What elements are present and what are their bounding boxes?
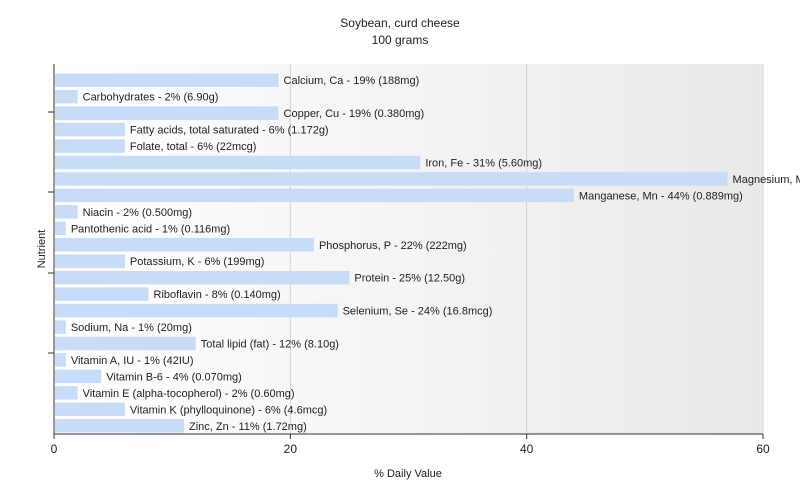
bar-label: Selenium, Se - 24% (16.8mcg) xyxy=(343,306,493,318)
bar-protein xyxy=(55,270,350,285)
bar-calcium-ca xyxy=(55,73,279,87)
bar-label: Pantothenic acid - 1% (0.116mg) xyxy=(71,223,230,235)
bar-label: Sodium, Na - 1% (20mg) xyxy=(71,322,192,334)
bar-vitamin-k-phylloquinone xyxy=(55,402,125,417)
bar-label: Folate, total - 6% (22mcg) xyxy=(130,141,257,153)
bar-selenium-se xyxy=(55,303,338,318)
bar-label: Vitamin B-6 - 4% (0.070mg) xyxy=(106,371,242,383)
bar-riboflavin xyxy=(55,287,149,301)
x-axis-label: % Daily Value xyxy=(374,468,442,480)
chart-title: Soybean, curd cheese xyxy=(340,16,460,30)
bar-phosphorus-p xyxy=(55,238,314,252)
bar-total-lipid-fat xyxy=(55,336,196,351)
bar-label: Niacin - 2% (0.500mg) xyxy=(83,207,192,219)
x-tick-label: 0 xyxy=(51,442,58,456)
bar-label: Total lipid (fat) - 12% (8.10g) xyxy=(201,339,339,351)
bar-label: Magnesium, Mg - 57% (228mg) xyxy=(733,174,800,186)
bar-label: Potassium, K - 6% (199mg) xyxy=(130,256,265,268)
bar-label: Copper, Cu - 19% (0.380mg) xyxy=(284,108,425,120)
y-axis-label: Nutrient xyxy=(36,230,48,269)
bar-labels-group: Calcium, Ca - 19% (188mg) Carbohydrates -… xyxy=(71,75,800,433)
bar-label: Manganese, Mn - 44% (0.889mg) xyxy=(579,190,743,202)
x-tick-label: 60 xyxy=(756,442,770,456)
bar-vitamin-e-alpha-tocopherol xyxy=(55,386,78,400)
bar-magnesium-mg xyxy=(55,172,728,186)
bar-label: Protein - 25% (12.50g) xyxy=(354,273,465,285)
bar-vitamin-b-6 xyxy=(55,369,102,384)
bar-copper-cu xyxy=(55,106,279,120)
bar-manganese-mn xyxy=(55,188,574,203)
bar-fatty-acids-total-saturated xyxy=(55,122,125,137)
bar-label: Riboflavin - 8% (0.140mg) xyxy=(154,289,281,301)
y-axis-ticks xyxy=(48,111,54,354)
bar-carbohydrates xyxy=(55,89,78,104)
bar-label: Vitamin A, IU - 1% (42IU) xyxy=(71,355,194,367)
x-tick-label: 20 xyxy=(284,442,298,456)
bar-label: Carbohydrates - 2% (6.90g) xyxy=(83,92,219,104)
bar-label: Phosphorus, P - 22% (222mg) xyxy=(319,240,467,252)
x-tick-label: 40 xyxy=(520,442,534,456)
bar-label: Vitamin E (alpha-tocopherol) - 2% (0.60m… xyxy=(83,388,295,400)
bar-pantothenic-acid xyxy=(55,221,66,236)
bars-group xyxy=(55,73,728,433)
chart-subtitle: 100 grams xyxy=(372,33,429,47)
bar-potassium-k xyxy=(55,254,125,268)
bar-iron-fe xyxy=(55,155,421,170)
bar-label: Zinc, Zn - 11% (1.72mg) xyxy=(189,421,307,433)
x-axis-ticks: 0 20 40 60 xyxy=(51,434,770,456)
bar-label: Calcium, Ca - 19% (188mg) xyxy=(284,75,420,87)
bar-label: Iron, Fe - 31% (5.60mg) xyxy=(425,158,542,170)
bar-niacin xyxy=(55,205,78,219)
bar-zinc-zn xyxy=(55,419,184,433)
bar-vitamin-a-iu xyxy=(55,353,66,367)
bar-sodium-na xyxy=(55,320,66,334)
bar-folate-total xyxy=(55,139,125,153)
bar-label: Fatty acids, total saturated - 6% (1.172… xyxy=(130,125,329,137)
bar-label: Vitamin K (phylloquinone) - 6% (4.6mcg) xyxy=(130,404,327,416)
